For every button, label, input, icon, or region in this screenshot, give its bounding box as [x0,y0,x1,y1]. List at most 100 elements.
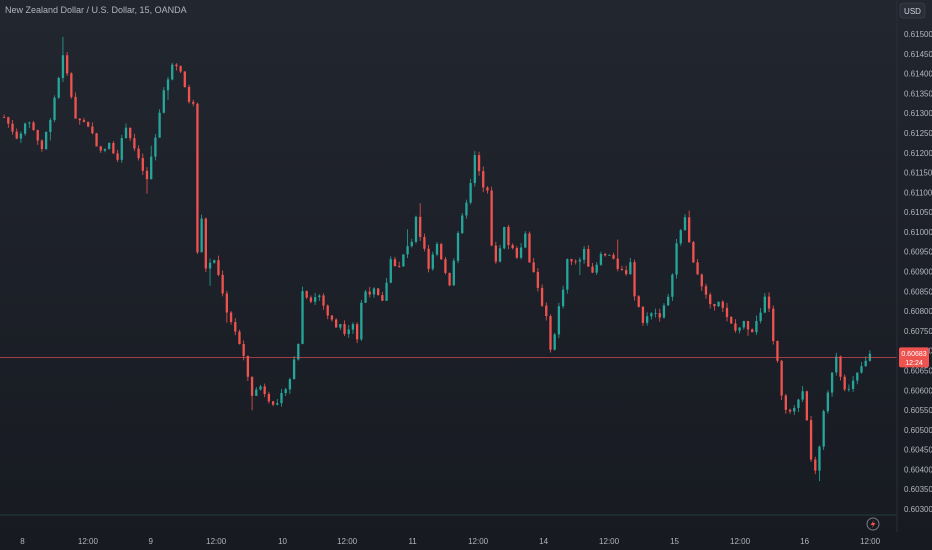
candle-body [250,376,254,396]
candle-body [112,142,115,154]
candle [162,87,165,114]
candle-body [124,127,128,139]
candle [717,301,720,307]
candle-body [818,446,821,471]
candle-body [624,270,628,275]
candle-body [692,242,695,263]
candle-body [11,123,14,132]
candle [679,228,682,246]
candle [204,217,207,273]
price-tick-label: 0.61250 [904,129,932,138]
candle [448,272,451,287]
candle [494,241,497,264]
candle [414,215,418,244]
price-tick-label: 0.61350 [904,89,932,98]
candle [742,320,745,330]
candle [822,409,825,450]
candle-body [561,289,565,307]
candle-body [435,243,439,255]
candle [667,293,670,306]
time-axis[interactable]: 8 12:00 9 12:00 10 12:00 11 12:00 14 12:00 15 12:00… [20,537,880,546]
candle-body [566,259,569,290]
candle [372,287,376,298]
candle-body [7,117,10,124]
candle-body [271,401,275,405]
candle-body [292,359,296,380]
candle-body [297,343,300,360]
candle [612,252,615,260]
candle-body [377,288,380,296]
candle [225,290,229,323]
candle [654,308,657,318]
candle-body [860,366,863,373]
price-tick-label: 0.60850 [904,287,932,296]
time-tick-label: 11 [408,537,417,546]
candle-body [431,254,434,269]
candle-body [645,316,649,323]
candle-body [805,391,809,421]
candle [368,286,371,298]
candle-body [776,341,779,361]
candle [864,356,867,367]
candle-body [650,313,653,317]
candle-body [162,90,165,113]
candle-body [654,313,657,314]
candle-body [591,266,594,273]
candle-body [36,130,39,141]
candle-body [461,215,464,234]
candle [208,258,212,286]
candle [171,62,174,81]
candle [818,445,821,482]
candle [229,310,233,325]
candle-body [305,291,308,298]
candle [461,212,464,235]
candle [637,295,640,308]
candle-body [629,262,632,275]
price-tick-label: 0.60900 [904,268,932,277]
candle-body [448,272,451,286]
time-tick-label: 8 [20,537,25,546]
candle [398,261,401,268]
candle [402,254,405,267]
candle-body [709,294,712,305]
candle-body [229,312,233,323]
candle-body [637,296,640,307]
candle-body [603,253,607,256]
candle [490,186,493,247]
candle-body [864,360,867,367]
candle-body [570,259,573,262]
price-tick-label: 0.60500 [904,426,932,435]
candle-body [843,376,846,390]
candle [292,356,296,380]
candle [776,340,779,363]
candle-body [507,226,510,245]
time-tick-label: 12:00 [468,537,489,546]
candle [145,167,149,194]
candle [591,263,594,274]
candle-body [503,226,506,249]
candle-body [179,66,182,72]
candle [175,63,178,71]
candle-body [61,55,65,78]
candle [456,231,460,264]
candle-body [452,260,455,286]
candle [801,386,804,403]
candle-body [158,112,161,138]
candle-body [616,258,619,269]
candle [692,241,695,264]
price-tick-label: 0.61100 [904,188,932,197]
candle-body [360,302,363,340]
candle-body [528,233,531,263]
candle-body [175,64,178,67]
candle [288,377,292,394]
currency-badge[interactable]: USD [899,2,926,19]
candle [213,259,216,264]
price-axis[interactable]: 0.61500 0.61450 0.61400 0.61350 0.61300 0.612… [904,30,932,514]
candle [734,319,737,333]
candle [440,242,443,261]
candle-body [99,146,102,151]
candle [91,122,94,135]
candle [330,315,334,322]
lightning-icon[interactable] [866,517,880,531]
